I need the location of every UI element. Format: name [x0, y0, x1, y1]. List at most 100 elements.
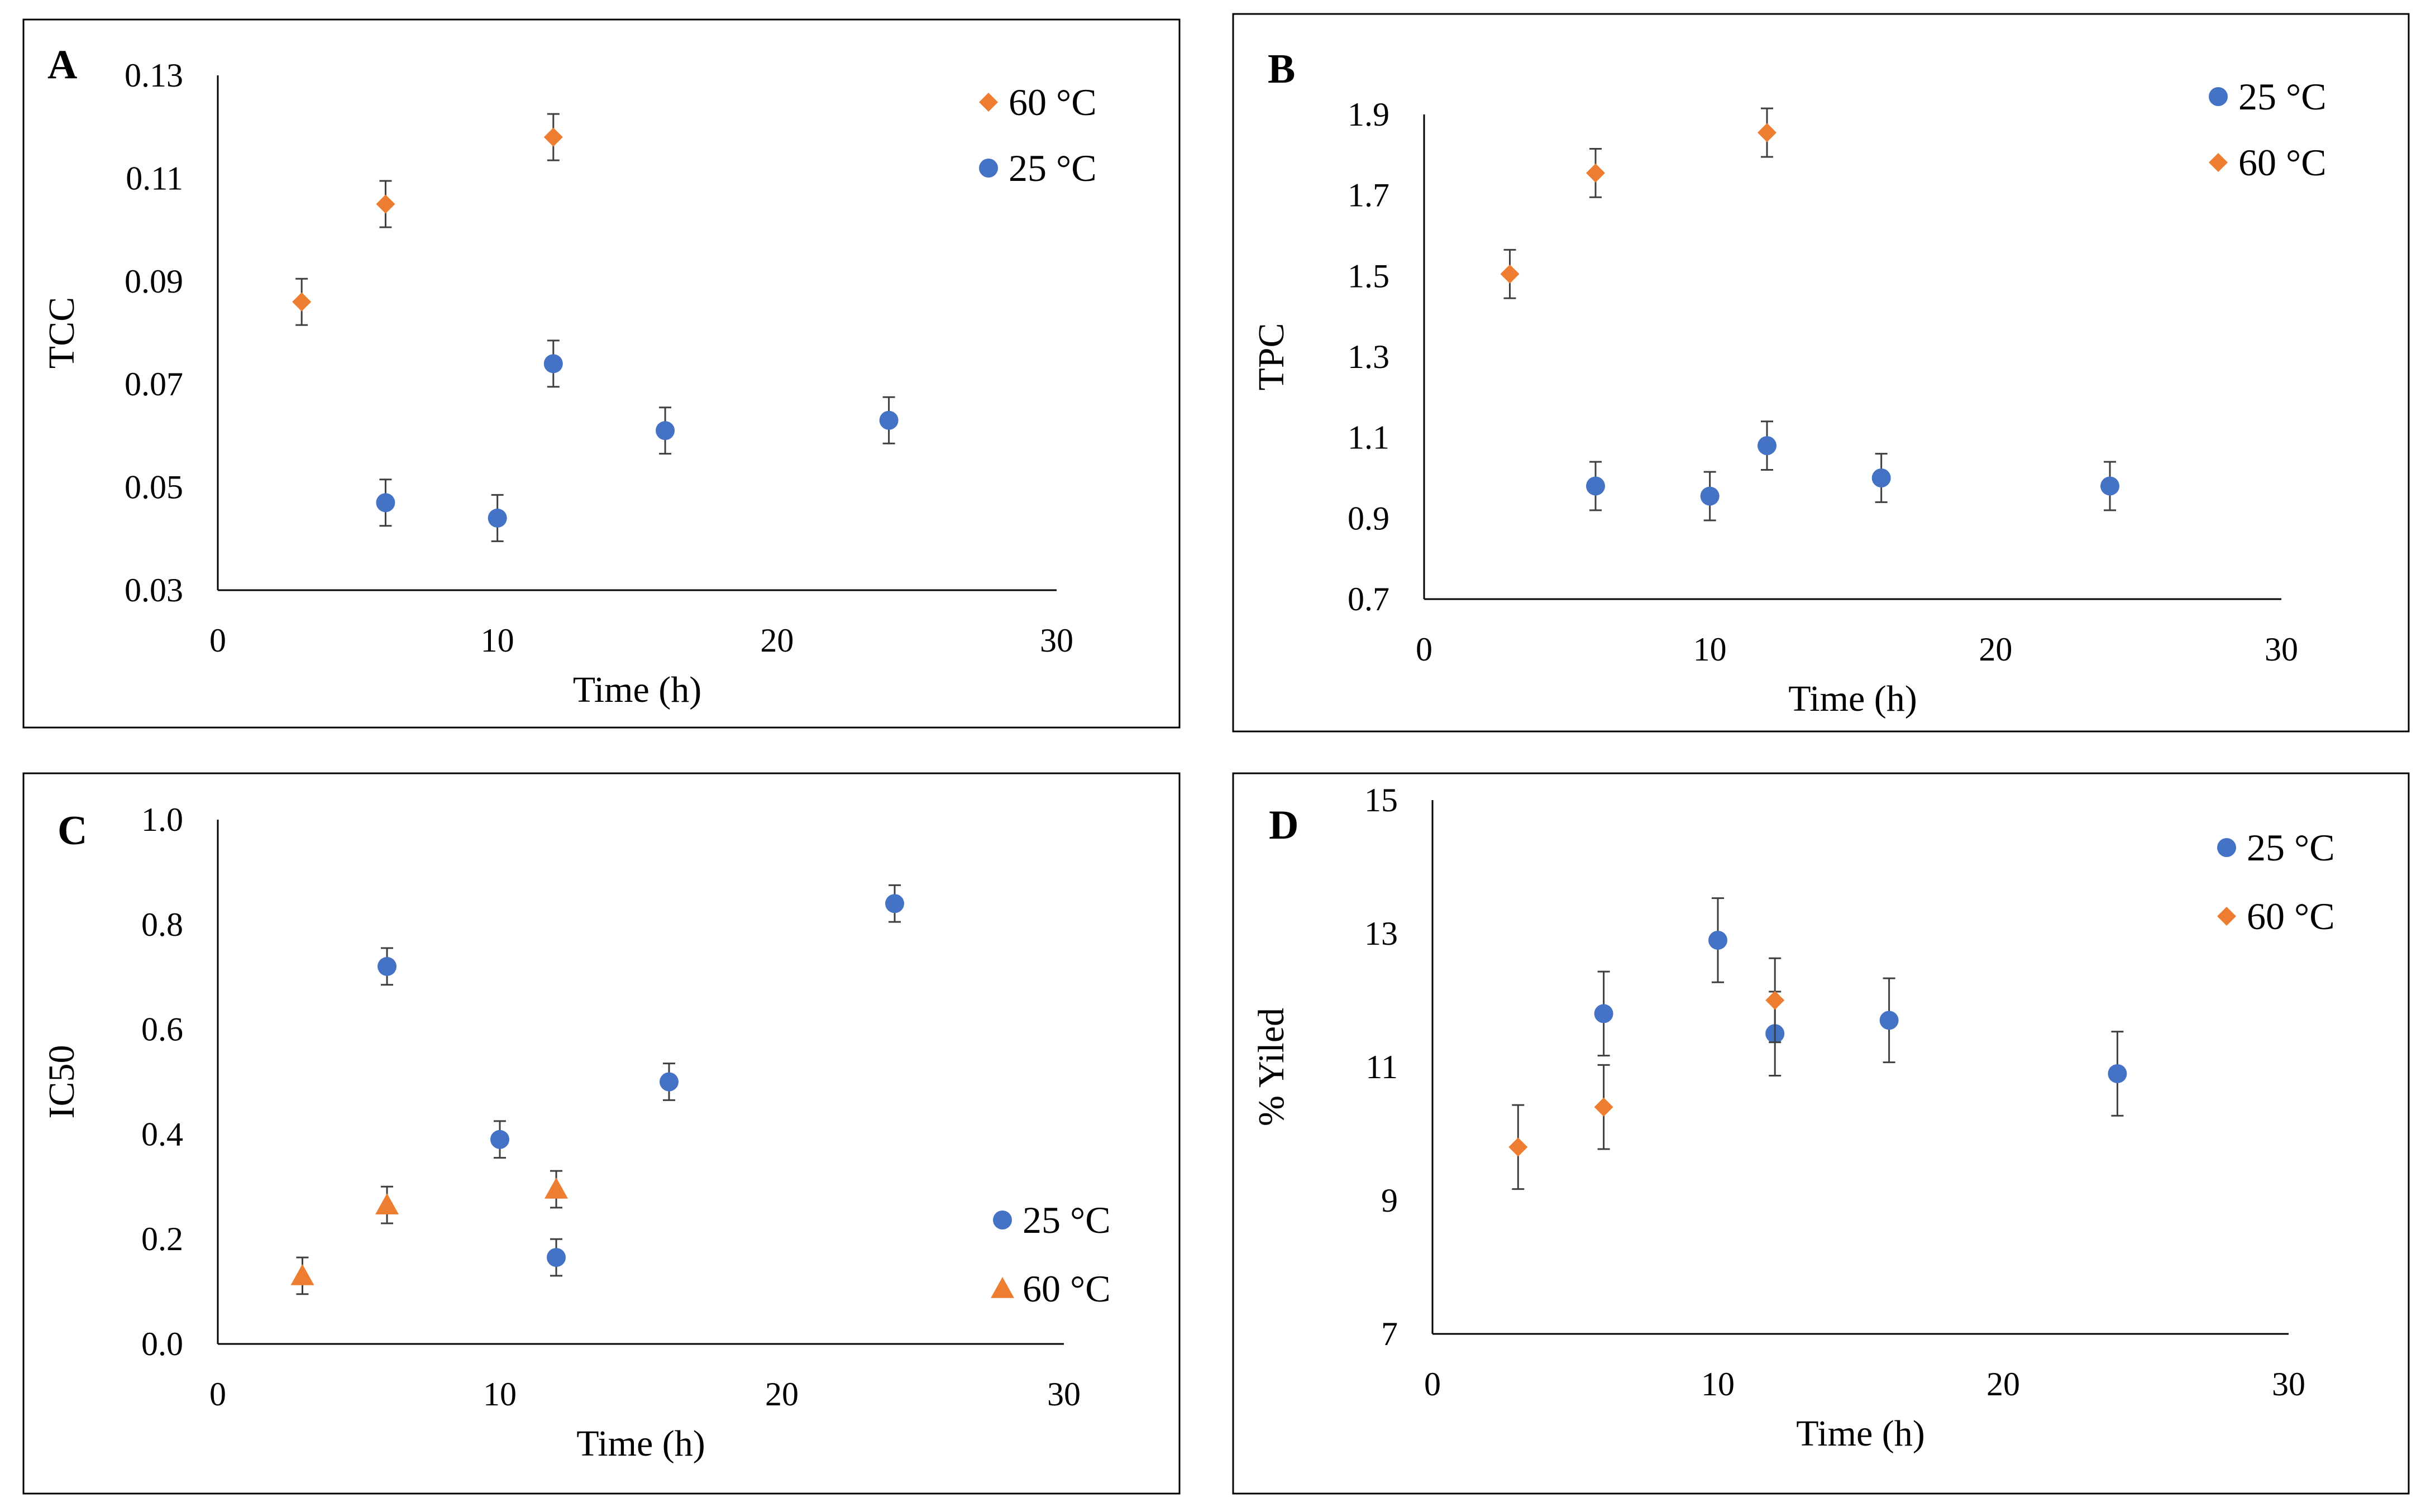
x-tick-label: 30 — [1047, 1376, 1081, 1413]
x-tick-label: 30 — [2265, 631, 2298, 668]
y-axis-title: TCC — [41, 297, 82, 369]
y-tick-label: 1.3 — [1348, 338, 1389, 375]
y-tick-label: 0.07 — [125, 366, 183, 403]
legend-marker — [2217, 907, 2236, 926]
legend-marker — [991, 1277, 1014, 1298]
y-tick-label: 0.8 — [141, 906, 183, 943]
x-tick-label: 20 — [765, 1376, 799, 1413]
y-tick-label: 1.9 — [1348, 96, 1389, 133]
x-tick-label: 30 — [2272, 1366, 2305, 1403]
y-tick-label: 1.1 — [1348, 419, 1389, 456]
panel-d-frame — [1232, 772, 2410, 1495]
y-tick-label: 15 — [1364, 782, 1398, 819]
series-60c — [292, 113, 563, 326]
data-point — [488, 508, 507, 528]
legend-label: 25 °C — [2238, 75, 2327, 118]
data-point — [1879, 1011, 1899, 1030]
y-tick-label: 11 — [1365, 1049, 1398, 1085]
x-tick-label: 10 — [481, 622, 514, 659]
data-point — [1586, 163, 1605, 183]
data-point — [885, 894, 904, 913]
legend-label: 60 °C — [1009, 81, 1097, 123]
x-tick-label: 30 — [1040, 622, 1073, 659]
data-point — [378, 956, 397, 976]
data-point — [490, 1130, 509, 1149]
y-tick-label: 0.05 — [125, 469, 183, 506]
y-tick-label: 0.6 — [141, 1011, 183, 1048]
legend-marker — [979, 159, 998, 178]
data-point — [1586, 476, 1605, 496]
x-tick-label: 0 — [1416, 631, 1432, 668]
data-point — [547, 1248, 566, 1267]
x-axis-title: Time (h) — [1788, 678, 1917, 719]
data-point — [1508, 1137, 1528, 1157]
data-point — [1708, 930, 1727, 950]
y-tick-label: 0.11 — [126, 160, 183, 197]
x-tick-label: 0 — [209, 1376, 226, 1413]
y-tick-label: 0.2 — [141, 1221, 183, 1257]
data-point — [1765, 991, 1785, 1010]
panel-c: 0.0 0.2 0.4 0.6 0.8 1.0 0 10 20 30 Time (h) IC50 C 25… — [22, 772, 1181, 1495]
y-axis-title: % Yiled — [1251, 1008, 1292, 1126]
legend-marker — [2217, 838, 2236, 857]
panel-a-frame — [22, 18, 1181, 729]
legend-label: 25 °C — [1023, 1199, 1111, 1241]
legend-marker — [993, 1210, 1012, 1229]
series-60c — [1500, 107, 1776, 299]
data-point — [2100, 476, 2119, 496]
data-point — [1758, 436, 1776, 456]
data-point — [1594, 1097, 1613, 1117]
panel-letter: D — [1269, 802, 1298, 848]
panel-d: 7 9 11 13 15 0 10 20 30 Time (h) % Yiled D 25 °C 60 °… — [1232, 772, 2410, 1495]
y-tick-label: 0.09 — [125, 263, 183, 300]
y-tick-label: 7 — [1381, 1315, 1398, 1352]
data-point — [660, 1072, 679, 1092]
panel-a: 0.03 0.05 0.07 0.09 0.11 0.13 0 10 20 30 Time (h) T… — [22, 18, 1181, 729]
legend-label: 60 °C — [1023, 1267, 1111, 1310]
series-60c — [290, 1170, 568, 1295]
series-25c — [1594, 897, 2127, 1117]
y-tick-label: 0.4 — [141, 1116, 183, 1152]
panel-b: 0.7 0.9 1.1 1.3 1.5 1.7 1.9 0 10 20 30 Time (h) TPC B… — [1232, 13, 2410, 733]
y-tick-label: 0.03 — [125, 572, 183, 609]
series-25c — [1586, 420, 2119, 521]
data-point — [376, 194, 395, 214]
x-tick-label: 0 — [209, 622, 226, 659]
y-tick-label: 1.0 — [141, 801, 183, 838]
y-tick-label: 1.5 — [1348, 257, 1389, 294]
legend-label: 60 °C — [2238, 141, 2327, 184]
y-tick-label: 13 — [1364, 915, 1398, 952]
legend-marker — [2209, 87, 2228, 106]
x-tick-label: 20 — [1986, 1366, 2020, 1403]
y-tick-label: 1.7 — [1348, 177, 1389, 214]
x-tick-label: 0 — [1424, 1366, 1441, 1403]
x-tick-label: 10 — [483, 1376, 517, 1413]
data-point — [656, 421, 675, 441]
x-axis-title: Time (h) — [573, 669, 701, 710]
data-point — [376, 493, 395, 513]
x-tick-label: 10 — [1693, 631, 1727, 668]
panel-letter: B — [1268, 46, 1295, 92]
data-point — [545, 1177, 568, 1199]
data-point — [1700, 486, 1720, 506]
data-point — [1594, 1004, 1613, 1023]
data-point — [543, 127, 563, 147]
legend-label: 25 °C — [2247, 826, 2335, 869]
x-axis-title: Time (h) — [576, 1423, 705, 1464]
y-axis-title: TPC — [1251, 323, 1292, 390]
data-point — [1500, 264, 1520, 284]
series-60c — [1508, 957, 1785, 1190]
legend-marker — [2209, 153, 2228, 172]
y-tick-label: 0.9 — [1348, 500, 1389, 537]
series-25c — [376, 339, 899, 542]
y-tick-label: 0.0 — [141, 1326, 183, 1362]
x-tick-label: 10 — [1701, 1366, 1735, 1403]
panel-letter: C — [58, 808, 87, 854]
x-tick-label: 20 — [1979, 631, 2012, 668]
data-point — [375, 1193, 399, 1214]
y-axis-title: IC50 — [41, 1045, 82, 1119]
data-point — [1871, 468, 1891, 487]
x-tick-label: 20 — [760, 622, 794, 659]
data-point — [879, 410, 899, 430]
